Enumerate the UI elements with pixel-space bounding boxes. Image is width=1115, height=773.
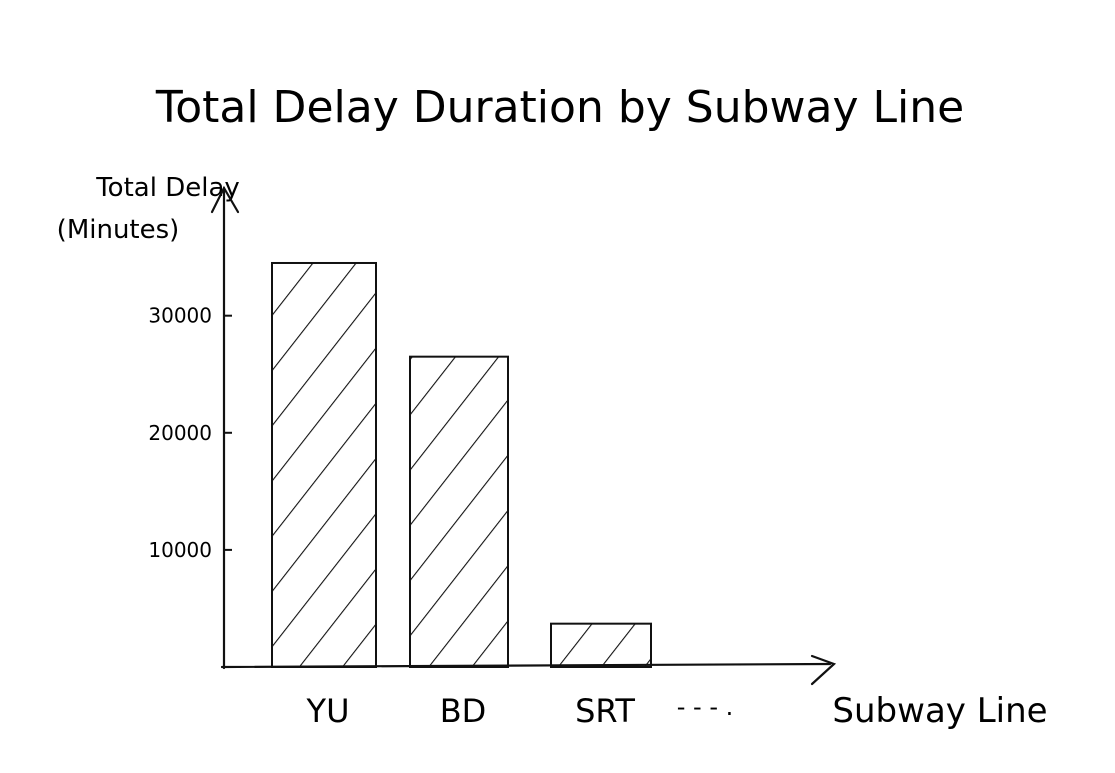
y-axis-arrow — [210, 185, 240, 214]
y-tick-label: 10000 — [148, 538, 212, 562]
chart-title: Total Delay Duration by Subway Line — [155, 82, 964, 133]
x-axis-arrow — [810, 654, 837, 686]
bar-yu — [271, 261, 377, 668]
bars — [271, 261, 652, 669]
y-tick-label: 30000 — [148, 304, 212, 328]
y-tick-label: 20000 — [148, 421, 212, 445]
x-tick-label-bd: BD — [440, 692, 487, 730]
y-ticks: 10000 20000 30000 — [148, 304, 232, 562]
x-tick-label-yu: YU — [306, 692, 350, 730]
x-tick-labels: YU BD SRT — [306, 692, 636, 730]
bar-srt — [550, 622, 652, 669]
x-tick-label-srt: SRT — [575, 692, 635, 730]
y-axis-label-line1: Total Delay — [95, 173, 240, 203]
category-continuation: - - - . — [677, 693, 734, 721]
x-axis-label: Subway Line — [832, 691, 1047, 731]
bar-bd — [409, 355, 509, 668]
y-axis-label-line2: (Minutes) — [57, 215, 180, 245]
